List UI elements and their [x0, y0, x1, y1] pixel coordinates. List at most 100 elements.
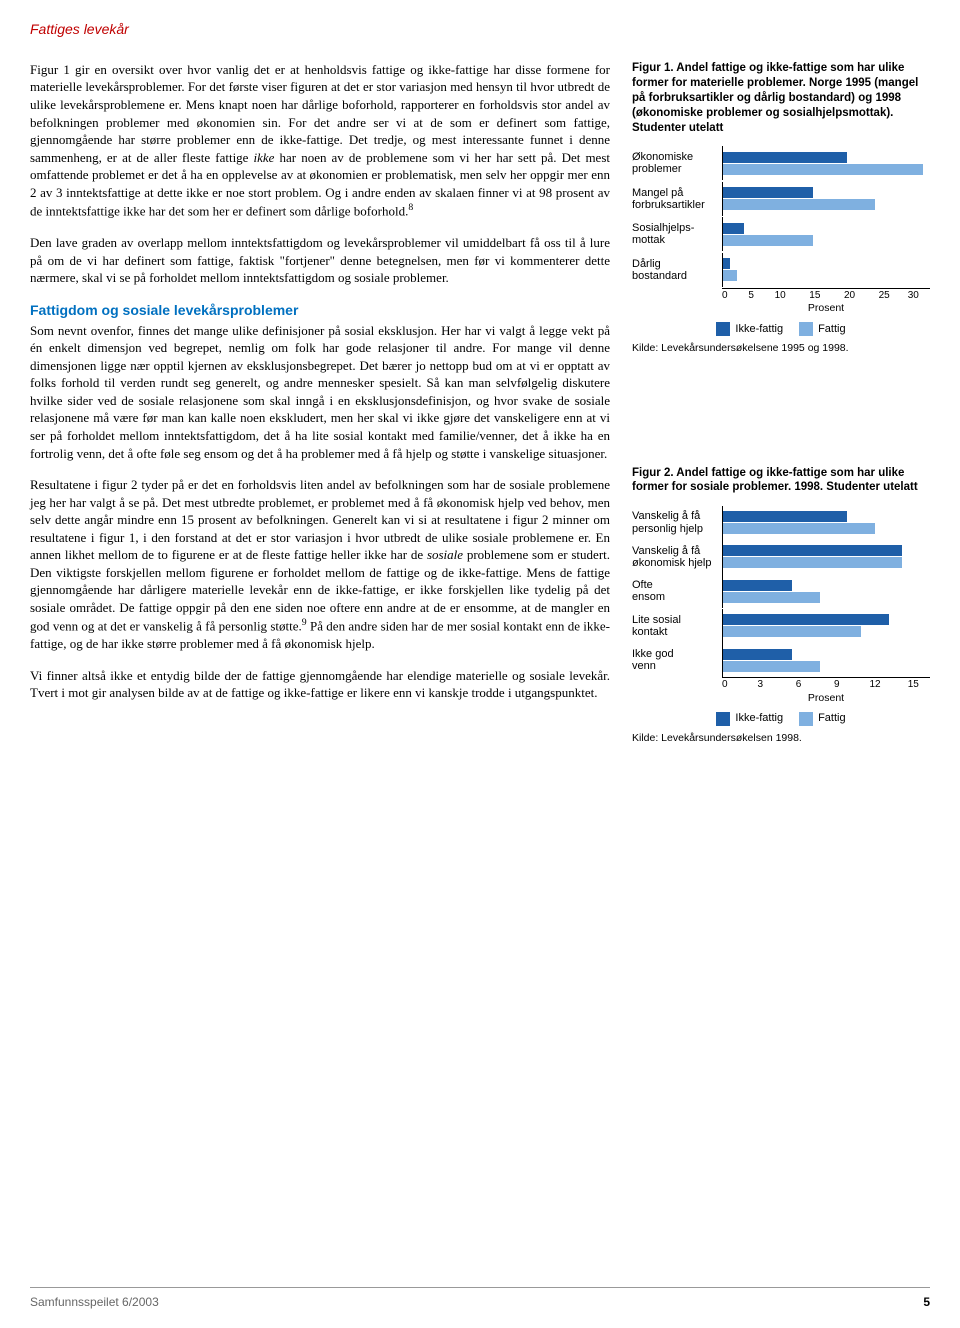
chart-row: Vanskelig å fåpersonlig hjelp: [632, 506, 930, 540]
page-header: Fattiges levekår: [30, 20, 930, 39]
chart-row: Sosialhjelps-mottak: [632, 217, 930, 251]
axis-tick: 5: [748, 289, 754, 302]
bar-group: [722, 506, 930, 540]
side-column: Figur 1. Andel fattige og ikke-fattige s…: [632, 61, 930, 765]
paragraph-5: Vi finner altså ikke et entydig bilde de…: [30, 667, 610, 702]
category-label: Lite sosialkontakt: [632, 614, 722, 638]
bar-ikke-fattig: [723, 511, 847, 522]
paragraph-1: Figur 1 gir en oversikt over hvor vanlig…: [30, 61, 610, 220]
axis-tick: 3: [757, 678, 763, 691]
chart-row: Mangel påforbruksartikler: [632, 182, 930, 216]
chart-row: Økonomiskeproblemer: [632, 146, 930, 180]
axis-tick: 20: [844, 289, 855, 302]
figure-2: Figur 2. Andel fattige og ikke-fattige s…: [632, 466, 930, 746]
axis-tick: 9: [834, 678, 840, 691]
legend-ikke-fattig: Ikke-fattig: [716, 322, 783, 336]
figure-1: Figur 1. Andel fattige og ikke-fattige s…: [632, 61, 930, 356]
swatch-icon: [716, 322, 730, 336]
paragraph-3: Som nevnt ovenfor, finnes det mange ulik…: [30, 322, 610, 462]
axis-tick: 30: [908, 289, 919, 302]
bar-fattig: [723, 235, 813, 246]
footnote-8: 8: [408, 202, 413, 213]
paragraph-4: Resultatene i figur 2 tyder på er det en…: [30, 476, 610, 653]
content-wrapper: Figur 1 gir en oversikt over hvor vanlig…: [30, 61, 930, 765]
category-label: Vanskelig å fåpersonlig hjelp: [632, 510, 722, 534]
axis-label: Prosent: [722, 692, 930, 706]
bar-ikke-fattig: [723, 580, 792, 591]
chart-row: Vanskelig å fåøkonomisk hjelp: [632, 540, 930, 574]
axis-tick: 6: [796, 678, 802, 691]
category-label: Ofteensom: [632, 579, 722, 603]
axis-tick: 0: [722, 289, 728, 302]
category-label: Mangel påforbruksartikler: [632, 187, 722, 211]
bar-ikke-fattig: [723, 223, 744, 234]
bar-group: [722, 182, 930, 216]
bar-group: [722, 146, 930, 180]
footer-page-number: 5: [923, 1294, 930, 1310]
axis-tick: 0: [722, 678, 728, 691]
bar-group: [722, 609, 930, 643]
bar-ikke-fattig: [723, 258, 730, 269]
axis-tick: 15: [908, 678, 919, 691]
section-heading: Fattigdom og sosiale levekårsproblemer: [30, 301, 610, 320]
bar-ikke-fattig: [723, 545, 902, 556]
category-label: Økonomiskeproblemer: [632, 151, 722, 175]
bar-ikke-fattig: [723, 152, 847, 163]
para4-italic: sosiale: [427, 547, 463, 562]
main-column: Figur 1 gir en oversikt over hvor vanlig…: [30, 61, 610, 765]
bar-fattig: [723, 270, 737, 281]
chart-row: Ofteensom: [632, 574, 930, 608]
legend-label: Fattig: [818, 322, 846, 336]
bar-group: [722, 253, 930, 287]
axis-tick: 10: [775, 289, 786, 302]
swatch-icon: [799, 712, 813, 726]
legend-fattig: Fattig: [799, 711, 846, 725]
page-footer: Samfunnsspeilet 6/2003 5: [30, 1287, 930, 1310]
figure-1-title: Figur 1. Andel fattige og ikke-fattige s…: [632, 61, 930, 136]
bar-fattig: [723, 164, 923, 175]
bar-fattig: [723, 626, 861, 637]
bar-fattig: [723, 199, 875, 210]
axis-label: Prosent: [722, 302, 930, 316]
figure-2-legend: Ikke-fattig Fattig: [632, 711, 930, 725]
paragraph-2: Den lave graden av overlapp mellom innte…: [30, 234, 610, 287]
category-label: Ikke godvenn: [632, 648, 722, 672]
category-label: Vanskelig å fåøkonomisk hjelp: [632, 545, 722, 569]
figure-1-chart: Økonomiskeproblemer Mangel påforbruksarti…: [632, 146, 930, 316]
x-axis: 0 3 6 9 12 15: [722, 677, 930, 691]
axis-tick: 15: [809, 289, 820, 302]
legend-label: Ikke-fattig: [735, 322, 783, 336]
bar-fattig: [723, 523, 875, 534]
footer-journal: Samfunnsspeilet 6/2003: [30, 1294, 159, 1310]
legend-fattig: Fattig: [799, 322, 846, 336]
bar-ikke-fattig: [723, 614, 889, 625]
chart-row: Dårligbostandard: [632, 253, 930, 287]
legend-ikke-fattig: Ikke-fattig: [716, 711, 783, 725]
figure-2-chart: Vanskelig å fåpersonlig hjelp Vanskelig å…: [632, 505, 930, 705]
category-label: Sosialhjelps-mottak: [632, 222, 722, 246]
para1-italic: ikke: [254, 150, 275, 165]
swatch-icon: [716, 712, 730, 726]
swatch-icon: [799, 322, 813, 336]
figure-2-source: Kilde: Levekårsundersøkelsen 1998.: [632, 732, 930, 746]
bar-group: [722, 643, 930, 677]
x-axis: 0 5 10 15 20 25 30: [722, 288, 930, 302]
legend-label: Fattig: [818, 711, 846, 725]
category-label: Dårligbostandard: [632, 258, 722, 282]
bar-ikke-fattig: [723, 649, 792, 660]
bar-group: [722, 217, 930, 251]
chart-row: Ikke godvenn: [632, 643, 930, 677]
bar-ikke-fattig: [723, 187, 813, 198]
figure-1-legend: Ikke-fattig Fattig: [632, 322, 930, 336]
bar-fattig: [723, 661, 820, 672]
bar-group: [722, 574, 930, 608]
axis-tick: 12: [869, 678, 880, 691]
axis-tick: 25: [879, 289, 890, 302]
figure-2-title: Figur 2. Andel fattige og ikke-fattige s…: [632, 466, 930, 496]
bar-fattig: [723, 592, 820, 603]
chart-row: Lite sosialkontakt: [632, 609, 930, 643]
figure-1-source: Kilde: Levekårsundersøkelsene 1995 og 19…: [632, 342, 930, 356]
bar-fattig: [723, 557, 902, 568]
bar-group: [722, 540, 930, 574]
legend-label: Ikke-fattig: [735, 711, 783, 725]
